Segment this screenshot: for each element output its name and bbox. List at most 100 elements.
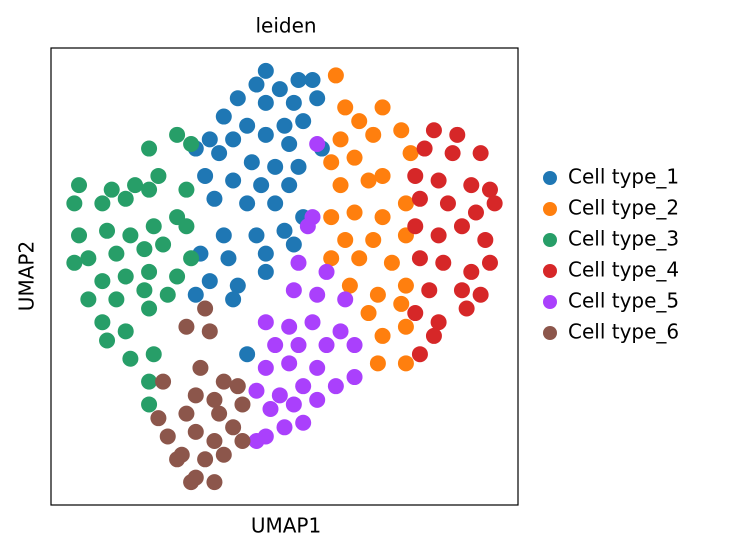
- point: [201, 323, 218, 340]
- point: [290, 158, 307, 175]
- point: [178, 318, 195, 335]
- point: [276, 419, 293, 436]
- point: [346, 204, 363, 221]
- point: [197, 451, 214, 468]
- point: [281, 318, 298, 335]
- legend: Cell type_1 Cell type_2 Cell type_3 Cell ty…: [543, 165, 679, 344]
- point: [374, 167, 391, 184]
- point: [351, 250, 368, 267]
- point: [201, 273, 218, 290]
- point: [295, 113, 312, 130]
- point: [141, 181, 158, 198]
- point: [108, 245, 125, 262]
- point: [183, 135, 200, 152]
- point: [71, 227, 88, 244]
- point: [225, 131, 242, 148]
- point: [285, 396, 302, 413]
- point: [169, 126, 186, 143]
- point: [117, 323, 134, 340]
- point: [94, 273, 111, 290]
- point: [430, 172, 447, 189]
- point: [155, 373, 172, 390]
- legend-label: Cell type_4: [568, 258, 679, 282]
- point: [309, 391, 326, 408]
- point: [215, 227, 232, 244]
- point: [122, 350, 139, 367]
- point: [183, 474, 200, 491]
- point: [122, 227, 139, 244]
- plot-frame: [50, 47, 519, 506]
- point: [472, 145, 489, 162]
- point: [257, 359, 274, 376]
- point: [477, 231, 494, 248]
- point: [360, 172, 377, 189]
- point: [337, 99, 354, 116]
- point: [276, 117, 293, 134]
- point: [304, 71, 321, 88]
- point: [215, 373, 232, 390]
- point: [248, 76, 265, 93]
- point: [281, 177, 298, 194]
- point: [397, 277, 414, 294]
- point: [253, 177, 270, 194]
- point: [309, 286, 326, 303]
- point: [215, 108, 232, 125]
- point: [327, 378, 344, 395]
- point: [229, 90, 246, 107]
- point: [481, 181, 498, 198]
- point: [369, 286, 386, 303]
- point: [267, 337, 284, 354]
- point: [229, 378, 246, 395]
- point: [281, 355, 298, 372]
- point: [94, 314, 111, 331]
- point: [435, 254, 452, 271]
- point: [351, 113, 368, 130]
- point: [453, 282, 470, 299]
- point: [136, 241, 153, 258]
- point: [150, 410, 167, 427]
- legend-marker: [543, 202, 557, 216]
- point: [127, 177, 144, 194]
- point: [225, 291, 242, 308]
- point: [481, 254, 498, 271]
- point: [248, 382, 265, 399]
- point: [229, 277, 246, 294]
- point: [136, 282, 153, 299]
- point: [463, 177, 480, 194]
- point: [257, 126, 274, 143]
- point: [285, 236, 302, 253]
- point: [383, 254, 400, 271]
- point: [267, 158, 284, 175]
- point: [239, 117, 256, 134]
- point: [178, 405, 195, 422]
- point: [290, 337, 307, 354]
- point: [397, 318, 414, 335]
- point: [407, 218, 424, 235]
- point: [407, 167, 424, 184]
- plot-area: [66, 62, 503, 491]
- point: [141, 300, 158, 317]
- point: [187, 423, 204, 440]
- point: [411, 250, 428, 267]
- point: [257, 245, 274, 262]
- point: [416, 140, 433, 157]
- point: [66, 254, 83, 271]
- point: [201, 131, 218, 148]
- point: [472, 286, 489, 303]
- point: [206, 391, 223, 408]
- point: [239, 346, 256, 363]
- point: [276, 222, 293, 239]
- point: [169, 268, 186, 285]
- point: [117, 190, 134, 207]
- point: [290, 71, 307, 88]
- point: [197, 300, 214, 317]
- point: [225, 419, 242, 436]
- point: [425, 327, 442, 344]
- point: [257, 62, 274, 79]
- point: [411, 190, 428, 207]
- legend-marker: [543, 233, 557, 247]
- point: [309, 135, 326, 152]
- point: [243, 154, 260, 171]
- point: [267, 195, 284, 212]
- point: [332, 131, 349, 148]
